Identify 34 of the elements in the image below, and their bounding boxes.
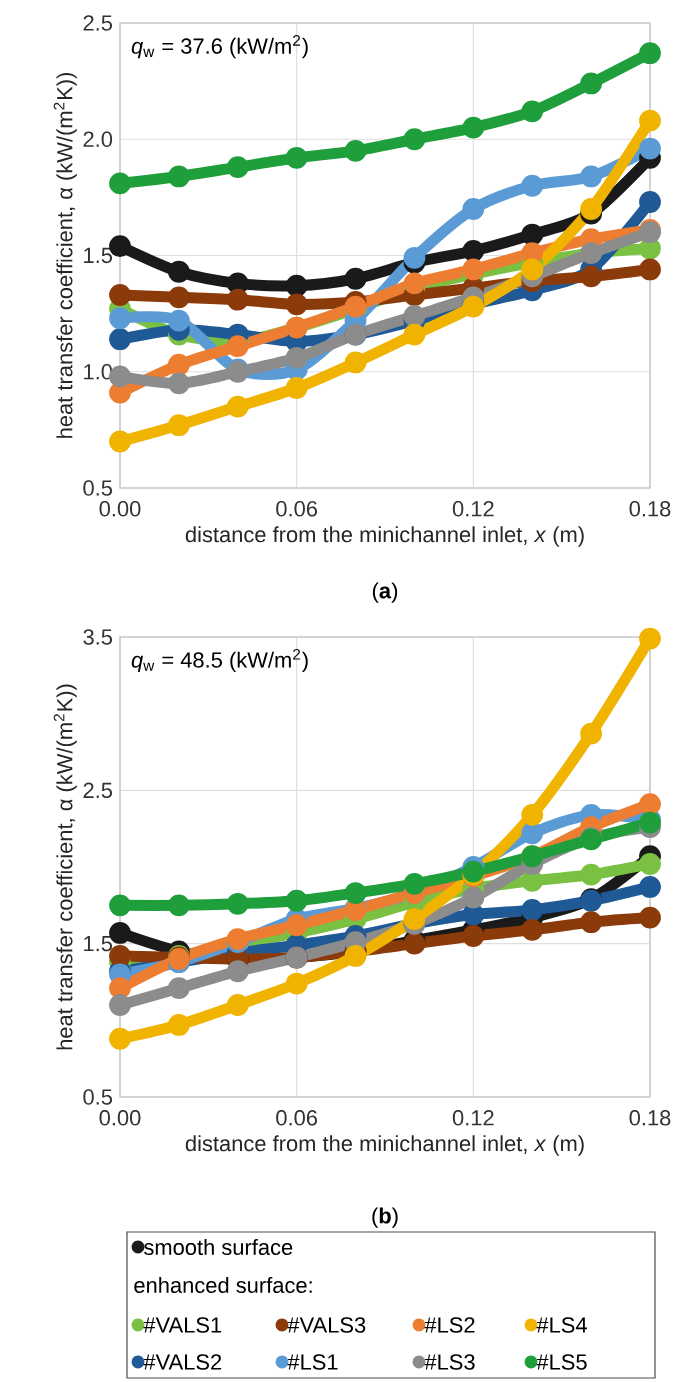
annotation: q$_{w}$ = 48.5 (kW/m$^{2}$) xyxy=(131,648,308,673)
y-tick-label: 2.0 xyxy=(83,131,113,147)
legend-label: #LS1 xyxy=(287,1354,338,1370)
x-tick-label: 0.12 xyxy=(452,1110,494,1126)
legend-label: #LS3 xyxy=(424,1354,475,1370)
legend-label: smooth surface xyxy=(144,1238,293,1256)
y-tick-label: 0.5 xyxy=(83,1089,113,1105)
annotation: q$_{w}$ = 37.6 (kW/m$^{2}$) xyxy=(131,35,308,59)
legend-label: #LS4 xyxy=(536,1317,587,1333)
y-tick-label: 2.5 xyxy=(83,15,113,31)
x-tick-label: 0.00 xyxy=(99,501,141,517)
y-axis-title: heat transfer coefficient, α (kW/(m$^{2}$K)) xyxy=(53,73,77,438)
y-tick-label: 3.5 xyxy=(83,629,113,645)
x-axis-title: distance from the minichannel inlet, x (m) xyxy=(185,526,584,547)
legend-label: #VALS3 xyxy=(287,1317,366,1333)
text: (b) xyxy=(372,1207,398,1228)
y-tick-label: 0.5 xyxy=(83,480,113,496)
x-axis-title: distance from the minichannel inlet, x (m) xyxy=(185,1135,584,1156)
x-tick-label: 0.18 xyxy=(629,1110,671,1126)
legend-label: #VALS1 xyxy=(143,1317,222,1333)
y-tick-label: 1.5 xyxy=(84,936,113,952)
y-tick-label: 2.5 xyxy=(83,782,113,799)
legend-label: #VALS2 xyxy=(143,1354,222,1370)
text: (a) xyxy=(372,582,398,603)
legend-title: enhanced surface: xyxy=(134,1276,312,1294)
x-tick-label: 0.18 xyxy=(629,501,671,517)
y-tick-label: 1.5 xyxy=(84,247,113,264)
x-tick-label: 0.06 xyxy=(276,501,318,517)
x-tick-label: 0.06 xyxy=(276,1110,318,1126)
legend-label: #LS5 xyxy=(536,1354,587,1370)
x-tick-label: 0.00 xyxy=(99,1110,141,1126)
x-tick-label: 0.12 xyxy=(452,501,494,517)
legend-label: #LS2 xyxy=(424,1317,475,1333)
y-axis-title: heat transfer coefficient, α (kW/(m$^{2}$K)) xyxy=(53,684,77,1050)
